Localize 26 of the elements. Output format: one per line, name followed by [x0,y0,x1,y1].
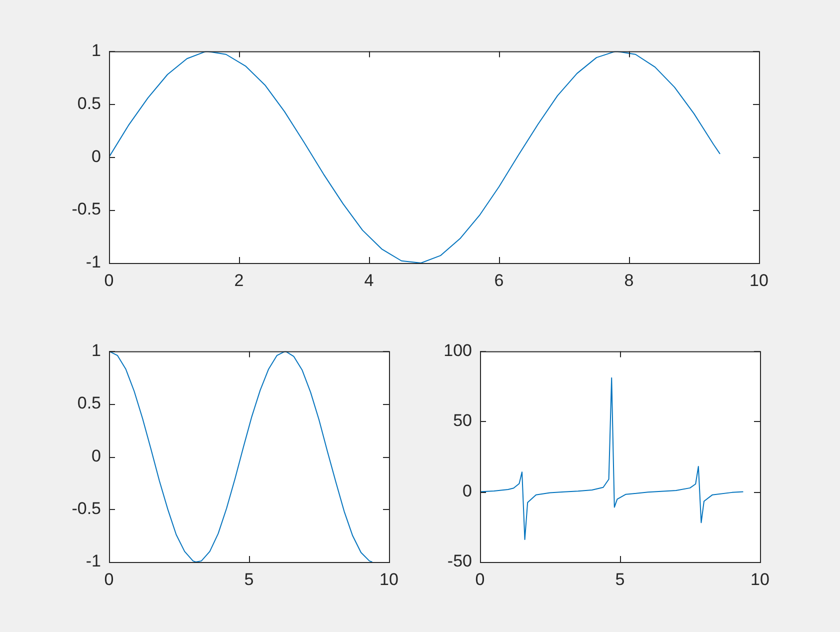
x-tick-label: 10 [750,270,768,290]
x-tick-label: 10 [380,570,398,589]
x-tick-label: 5 [615,570,625,589]
y-tick-label: 1 [92,40,101,60]
y-tick-label: 0 [92,446,101,466]
y-tick-label: -1 [86,552,101,571]
y-tick-label: 50 [453,411,472,430]
x-tick-label: 2 [234,270,244,290]
x-tick-label: 4 [364,270,374,290]
x-tick-label: 0 [104,570,114,589]
x-tick-label: 6 [494,270,504,290]
y-tick-label: -1 [86,252,101,272]
y-tick-label: 0 [92,146,101,166]
y-tick-label: -50 [447,552,472,571]
y-tick-label: -0.5 [72,200,101,219]
x-tick-label: 10 [750,570,770,589]
y-tick-label: 0.5 [77,94,101,113]
x-tick-label: 5 [244,570,254,589]
y-tick-label: 1 [92,340,101,360]
y-tick-label: 100 [444,340,472,360]
x-tick-label: 8 [624,270,634,290]
x-tick-label: 0 [475,570,485,589]
y-tick-label: -0.5 [72,498,101,518]
x-tick-label: 0 [104,270,114,290]
y-tick-label: 0.5 [77,394,101,413]
y-tick-label: 0 [462,481,472,500]
